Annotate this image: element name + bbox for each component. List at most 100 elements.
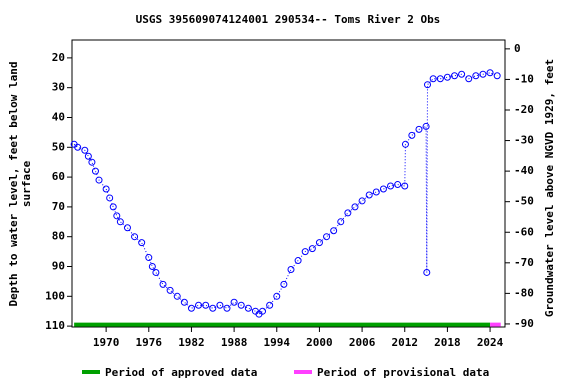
data-point	[259, 307, 267, 315]
data-point	[216, 301, 224, 309]
data-point	[301, 248, 309, 256]
data-point	[344, 209, 352, 217]
data-point	[138, 239, 146, 247]
data-point	[116, 218, 124, 226]
data-point	[145, 254, 153, 262]
y2-tick-label: -10	[514, 72, 534, 85]
y-tick-label: 90	[52, 260, 65, 273]
data-point	[365, 191, 373, 199]
data-point	[401, 182, 409, 190]
data-point	[74, 143, 82, 151]
data-point	[102, 185, 110, 193]
plot-frame	[71, 39, 506, 328]
data-point	[308, 245, 316, 253]
data-point	[372, 188, 380, 196]
data-point	[422, 122, 430, 130]
data-point	[237, 301, 245, 309]
data-point	[451, 72, 459, 80]
data-point	[330, 227, 338, 235]
x-tick-label: 1976	[136, 336, 163, 349]
data-point	[195, 301, 203, 309]
data-point	[230, 298, 238, 306]
data-point	[465, 75, 473, 83]
data-line	[73, 72, 498, 315]
y2-tick-label: -80	[514, 286, 534, 299]
data-point	[358, 197, 366, 205]
x-tick-label: 2018	[434, 336, 461, 349]
y2-tick-label: -50	[514, 195, 534, 208]
data-point	[202, 301, 210, 309]
y2-tick-label: -40	[514, 164, 534, 177]
x-tick-label: 1970	[93, 336, 120, 349]
x-tick-label: 2012	[391, 336, 418, 349]
data-point	[287, 265, 295, 273]
y-tick-label: 50	[52, 140, 65, 153]
chart-title: USGS 395609074124001 290534-- Toms River…	[136, 13, 441, 26]
data-point	[266, 301, 274, 309]
data-point	[113, 212, 121, 220]
x-tick-label: 2024	[477, 336, 504, 349]
data-point	[152, 268, 160, 276]
data-point	[91, 167, 99, 175]
data-point	[379, 185, 387, 193]
y2-axis-label: Groundwater level above NGVD 1929, feet	[543, 59, 556, 317]
data-point	[394, 181, 402, 189]
y2-tick-label: -20	[514, 103, 534, 116]
x-tick-label: 1982	[178, 336, 205, 349]
y2-tick-label: -90	[514, 317, 534, 330]
x-tick-label: 2006	[349, 336, 376, 349]
data-point	[180, 298, 188, 306]
data-point	[436, 75, 444, 83]
y-tick-label: 100	[45, 289, 65, 302]
y-axis-label: surface	[20, 160, 33, 207]
data-point	[173, 292, 181, 300]
data-point	[443, 73, 451, 81]
y2-tick-label: -70	[514, 256, 534, 269]
data-point	[223, 304, 231, 312]
y2-tick-label: -60	[514, 225, 534, 238]
y2-tick-label: 0	[514, 42, 521, 55]
data-point	[458, 70, 466, 78]
data-point	[95, 176, 103, 184]
data-point	[493, 72, 501, 80]
data-point	[408, 131, 416, 139]
data-point	[280, 280, 288, 288]
data-point	[187, 304, 195, 312]
data-point	[273, 292, 281, 300]
data-point	[209, 304, 217, 312]
legend-label: Period of approved data	[105, 366, 257, 379]
data-point	[337, 218, 345, 226]
data-point	[81, 146, 89, 154]
y2-tick-label: -30	[514, 134, 534, 147]
y-tick-label: 60	[52, 170, 65, 183]
data-point	[472, 72, 480, 80]
data-point	[109, 203, 117, 211]
data-point	[351, 203, 359, 211]
data-point	[131, 233, 139, 241]
y-tick-label: 110	[45, 319, 65, 332]
data-point	[106, 194, 114, 202]
data-point	[423, 268, 431, 276]
data-point	[166, 286, 174, 294]
y-tick-label: 20	[52, 51, 65, 64]
data-point	[88, 158, 96, 166]
data-point	[479, 70, 487, 78]
x-tick-label: 1994	[264, 336, 291, 349]
y-tick-label: 80	[52, 230, 65, 243]
data-point	[294, 257, 302, 265]
data-point	[123, 224, 131, 232]
data-point	[315, 239, 323, 247]
data-point	[486, 69, 494, 77]
data-point	[159, 280, 167, 288]
x-tick-label: 1988	[221, 336, 248, 349]
data-point	[387, 182, 395, 190]
data-point	[323, 233, 331, 241]
data-point	[148, 263, 156, 271]
data-point	[84, 152, 92, 160]
data-point	[401, 140, 409, 148]
legend-label: Period of provisional data	[317, 366, 489, 379]
y-tick-label: 40	[52, 110, 65, 123]
data-point	[415, 125, 423, 133]
y-tick-label: 70	[52, 200, 65, 213]
